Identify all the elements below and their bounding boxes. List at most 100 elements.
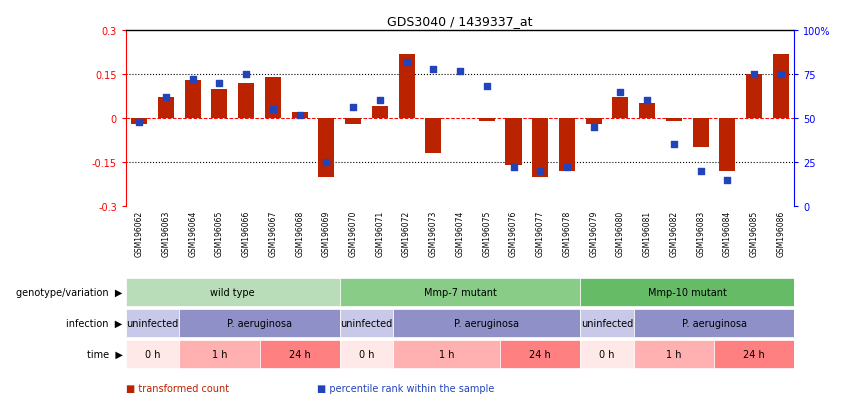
FancyBboxPatch shape — [714, 340, 794, 368]
Bar — [666, 119, 682, 122]
Point — [587, 124, 601, 131]
Point — [213, 80, 227, 87]
Text: Mmp-7 mutant: Mmp-7 mutant — [424, 287, 496, 297]
Point — [641, 98, 654, 104]
Text: 1 h: 1 h — [212, 349, 227, 359]
Text: genotype/variation  ▶: genotype/variation ▶ — [16, 287, 122, 297]
Text: time  ▶: time ▶ — [87, 349, 122, 359]
FancyBboxPatch shape — [339, 309, 393, 337]
FancyBboxPatch shape — [393, 309, 581, 337]
Bar — [586, 119, 602, 125]
FancyBboxPatch shape — [339, 278, 581, 306]
Point — [293, 112, 306, 119]
Text: GSM196064: GSM196064 — [188, 210, 197, 256]
Point — [720, 177, 734, 183]
Point — [132, 119, 146, 126]
Text: GSM196086: GSM196086 — [776, 210, 786, 256]
Text: wild type: wild type — [210, 287, 255, 297]
Bar — [639, 104, 655, 119]
Point — [426, 66, 440, 73]
Text: P. aeruginosa: P. aeruginosa — [227, 318, 292, 328]
Text: GSM196071: GSM196071 — [375, 210, 385, 256]
Bar — [372, 107, 388, 119]
Text: 1 h: 1 h — [439, 349, 455, 359]
Text: infection  ▶: infection ▶ — [66, 318, 122, 328]
Point — [373, 98, 387, 104]
Point — [694, 168, 707, 175]
Text: GSM196063: GSM196063 — [161, 210, 170, 256]
Text: GSM196085: GSM196085 — [750, 210, 759, 256]
Bar — [185, 81, 201, 119]
Text: GSM196070: GSM196070 — [349, 210, 358, 256]
Bar — [613, 98, 628, 119]
Bar — [505, 119, 522, 166]
Text: GSM196072: GSM196072 — [402, 210, 411, 256]
Bar — [720, 119, 735, 171]
Bar — [559, 119, 575, 171]
Point — [453, 68, 467, 75]
Bar — [398, 55, 415, 119]
Point — [319, 159, 333, 166]
Point — [667, 142, 681, 148]
Title: GDS3040 / 1439337_at: GDS3040 / 1439337_at — [387, 15, 533, 28]
Bar — [345, 119, 361, 125]
Text: GSM196078: GSM196078 — [562, 210, 571, 256]
Bar — [212, 90, 227, 119]
Text: P. aeruginosa: P. aeruginosa — [454, 318, 519, 328]
Text: uninfected: uninfected — [127, 318, 179, 328]
Text: GSM196082: GSM196082 — [669, 210, 679, 256]
FancyBboxPatch shape — [180, 309, 339, 337]
FancyBboxPatch shape — [393, 340, 500, 368]
Point — [747, 71, 761, 78]
Text: 0 h: 0 h — [358, 349, 374, 359]
Text: GSM196067: GSM196067 — [268, 210, 278, 256]
Text: GSM196074: GSM196074 — [456, 210, 464, 256]
Text: GSM196076: GSM196076 — [509, 210, 518, 256]
FancyBboxPatch shape — [339, 340, 393, 368]
Text: ■ transformed count: ■ transformed count — [126, 383, 229, 393]
Text: 1 h: 1 h — [666, 349, 681, 359]
FancyBboxPatch shape — [260, 340, 339, 368]
Text: GSM196068: GSM196068 — [295, 210, 304, 256]
Bar — [746, 75, 762, 119]
Bar — [158, 98, 174, 119]
Point — [560, 165, 574, 171]
Point — [507, 165, 521, 171]
Point — [159, 95, 173, 101]
Point — [533, 168, 547, 175]
Text: GSM196065: GSM196065 — [215, 210, 224, 256]
Text: GSM196077: GSM196077 — [536, 210, 545, 256]
Bar — [479, 119, 495, 122]
Point — [399, 59, 413, 66]
Bar — [131, 119, 148, 125]
Text: GSM196069: GSM196069 — [322, 210, 331, 256]
Point — [346, 105, 360, 112]
Text: GSM196080: GSM196080 — [616, 210, 625, 256]
Text: GSM196083: GSM196083 — [696, 210, 705, 256]
Text: GSM196066: GSM196066 — [241, 210, 251, 256]
Text: uninfected: uninfected — [340, 318, 392, 328]
FancyBboxPatch shape — [581, 309, 634, 337]
FancyBboxPatch shape — [581, 278, 794, 306]
FancyBboxPatch shape — [126, 309, 180, 337]
Text: GSM196073: GSM196073 — [429, 210, 437, 256]
FancyBboxPatch shape — [126, 340, 180, 368]
FancyBboxPatch shape — [581, 340, 634, 368]
FancyBboxPatch shape — [500, 340, 581, 368]
Text: 24 h: 24 h — [743, 349, 765, 359]
Bar — [693, 119, 708, 148]
Text: GSM196084: GSM196084 — [723, 210, 732, 256]
Text: 24 h: 24 h — [289, 349, 311, 359]
FancyBboxPatch shape — [634, 340, 714, 368]
Text: Mmp-10 mutant: Mmp-10 mutant — [648, 287, 727, 297]
Text: 0 h: 0 h — [145, 349, 161, 359]
Point — [266, 107, 279, 113]
Bar — [238, 83, 254, 119]
Text: 24 h: 24 h — [529, 349, 551, 359]
Text: GSM196075: GSM196075 — [483, 210, 491, 256]
Text: P. aeruginosa: P. aeruginosa — [681, 318, 746, 328]
Bar — [773, 55, 789, 119]
Bar — [265, 78, 281, 119]
FancyBboxPatch shape — [180, 340, 260, 368]
Text: GSM196079: GSM196079 — [589, 210, 598, 256]
